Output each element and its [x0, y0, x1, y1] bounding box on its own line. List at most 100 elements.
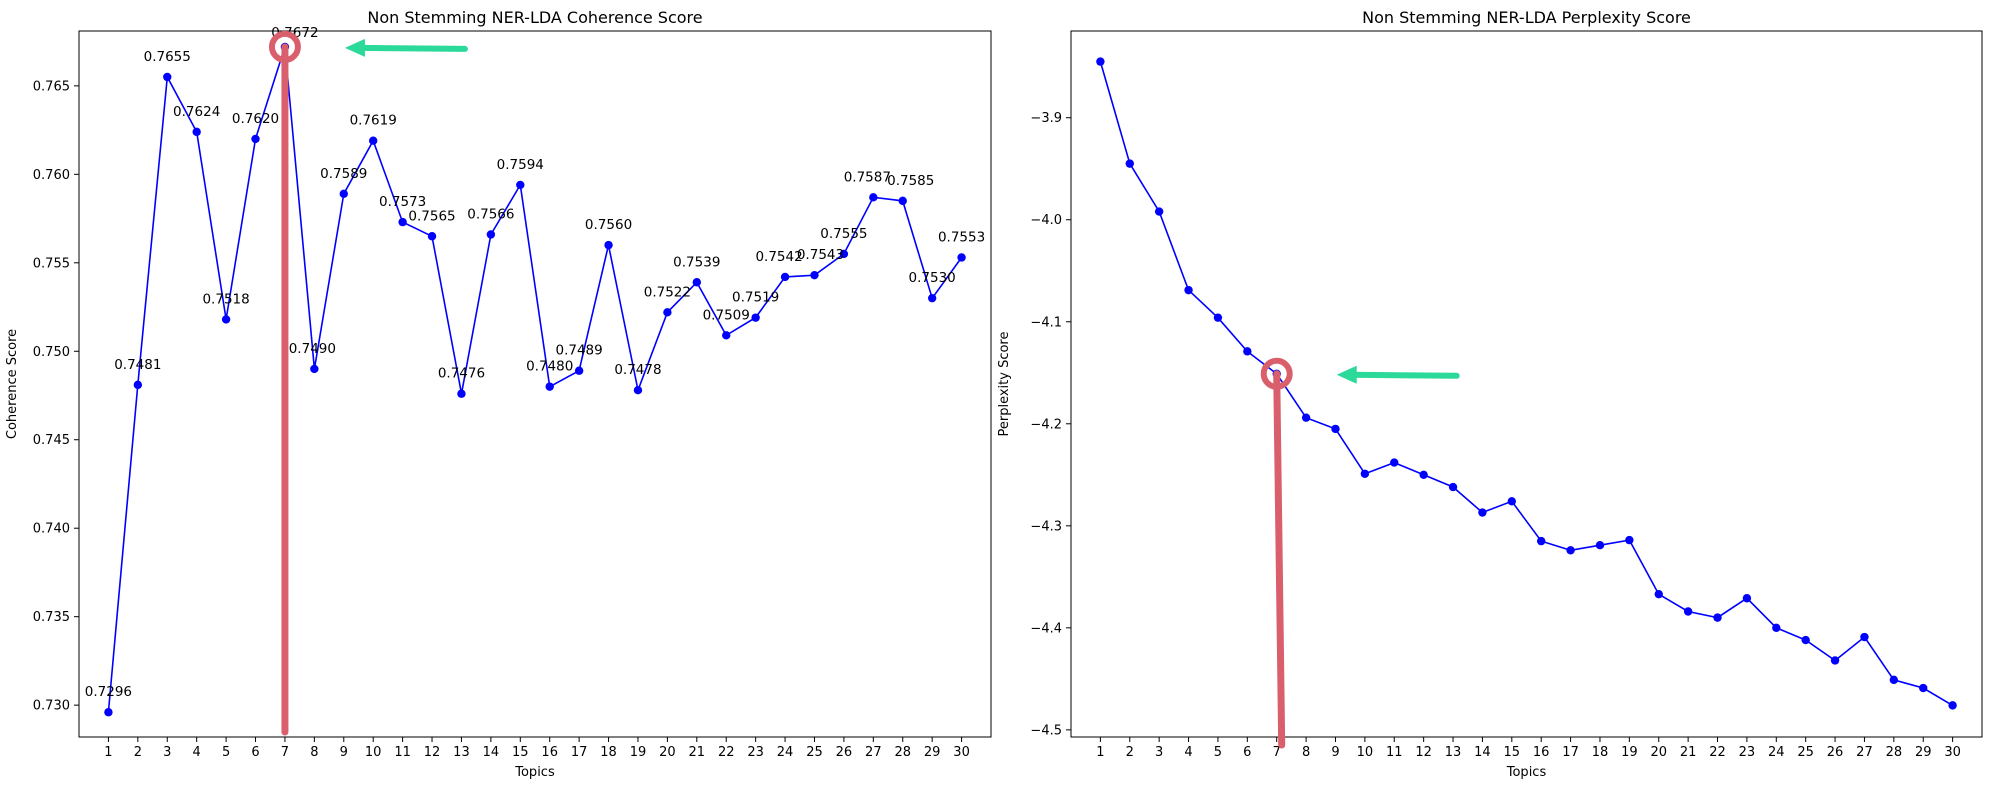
coherence-x-axis-label: Topics — [514, 765, 555, 780]
coherence-y-tick-label: 0.765 — [33, 79, 70, 94]
coherence-data-point — [427, 232, 437, 241]
coherence-data-point — [898, 196, 907, 206]
perplexity-x-tick-label: 3 — [1155, 745, 1163, 760]
perplexity-x-axis-label: Topics — [1506, 765, 1547, 780]
coherence-data-label: 0.7539 — [673, 254, 720, 270]
perplexity-y-tick-label: −4.2 — [1030, 417, 1062, 432]
perplexity-data-point — [1860, 632, 1869, 642]
perplexity-x-tick-label: 29 — [1915, 745, 1932, 760]
coherence-x-tick-label: 2 — [134, 745, 142, 760]
coherence-x-tick-label: 20 — [659, 745, 676, 760]
coherence-arrow-head — [344, 38, 365, 57]
coherence-chart: Non Stemming NER-LDA Coherence Score Top… — [5, 8, 992, 780]
perplexity-y-tick-label: −4.0 — [1030, 213, 1062, 228]
perplexity-data-point — [1448, 482, 1458, 492]
coherence-data-point — [486, 230, 496, 239]
perplexity-x-tick-label: 5 — [1214, 745, 1222, 760]
coherence-data-point — [545, 382, 554, 391]
coherence-x-tick-label: 12 — [424, 745, 441, 760]
coherence-data-point — [663, 308, 672, 317]
coherence-x-tick-label: 14 — [483, 745, 500, 760]
coherence-y-tick-label: 0.730 — [33, 699, 70, 714]
coherence-y-tick-label: 0.750 — [33, 345, 70, 360]
perplexity-arrow-shaft — [1347, 371, 1460, 379]
coherence-data-label: 0.7542 — [755, 249, 802, 265]
perplexity-x-tick-label: 25 — [1797, 745, 1814, 760]
coherence-data-label: 0.7619 — [350, 113, 397, 129]
coherence-data-label: 0.7522 — [644, 284, 691, 300]
perplexity-x-tick-label: 18 — [1592, 745, 1609, 760]
perplexity-x-tick-label: 30 — [1944, 745, 1961, 760]
coherence-data-point — [133, 380, 143, 390]
perplexity-data-point — [1331, 424, 1340, 434]
perplexity-x-tick-label: 2 — [1126, 745, 1134, 760]
coherence-data-point — [221, 315, 231, 324]
perplexity-x-tick-label: 15 — [1504, 745, 1521, 760]
perplexity-data-point — [1478, 508, 1487, 517]
perplexity-x-tick-label: 24 — [1768, 745, 1785, 760]
perplexity-x-tick-label: 16 — [1533, 745, 1550, 760]
coherence-plot-frame — [78, 30, 992, 738]
perplexity-y-tick-label: −4.1 — [1030, 315, 1062, 330]
perplexity-x-tick-label: 19 — [1621, 745, 1638, 760]
coherence-x-tick-label: 28 — [894, 745, 911, 760]
coherence-data-point — [780, 272, 790, 282]
perplexity-series-line — [1099, 61, 1954, 707]
perplexity-data-point — [1625, 535, 1634, 545]
coherence-x-tick-label: 17 — [571, 745, 588, 760]
perplexity-x-tick-label: 4 — [1184, 745, 1192, 760]
coherence-data-label: 0.7594 — [497, 157, 544, 173]
perplexity-data-point — [1595, 540, 1605, 550]
perplexity-data-point — [1742, 594, 1752, 603]
perplexity-highlight-line — [1273, 370, 1286, 749]
coherence-data-point — [927, 293, 937, 303]
coherence-data-label: 0.7509 — [703, 307, 750, 323]
coherence-data-point — [398, 217, 407, 227]
perplexity-data-point — [1125, 159, 1134, 168]
perplexity-x-tick-label: 11 — [1386, 745, 1403, 760]
perplexity-data-point — [1154, 207, 1164, 216]
coherence-data-label: 0.7481 — [114, 357, 161, 373]
coherence-data-point — [251, 134, 260, 144]
coherence-arrow-shaft — [355, 44, 468, 52]
coherence-x-tick-label: 19 — [630, 745, 647, 760]
perplexity-data-point — [1536, 536, 1546, 546]
coherence-data-label: 0.7543 — [797, 247, 844, 263]
coherence-data-point — [574, 366, 584, 375]
coherence-data-label: 0.7555 — [820, 226, 867, 242]
coherence-data-point — [692, 278, 702, 287]
perplexity-x-tick-label: 8 — [1302, 745, 1310, 760]
perplexity-x-tick-label: 26 — [1827, 745, 1844, 760]
perplexity-y-tick-label: −4.5 — [1030, 723, 1062, 738]
coherence-y-tick-label: 0.760 — [33, 168, 70, 183]
coherence-data-label: 0.7620 — [232, 111, 279, 127]
coherence-data-label: 0.7566 — [467, 206, 514, 222]
coherence-x-tick-label: 15 — [512, 745, 529, 760]
perplexity-data-point — [1360, 469, 1370, 478]
coherence-x-tick-label: 9 — [340, 745, 348, 760]
coherence-x-tick-label: 5 — [222, 745, 230, 760]
coherence-data-point — [368, 136, 378, 145]
perplexity-y-tick-label: −3.9 — [1030, 111, 1062, 126]
coherence-data-point — [310, 364, 319, 374]
coherence-data-point — [457, 389, 466, 398]
coherence-data-point — [604, 240, 613, 250]
coherence-data-point — [163, 72, 172, 82]
perplexity-data-point — [1801, 635, 1810, 645]
coherence-chart-title: Non Stemming NER-LDA Coherence Score — [367, 8, 702, 27]
perplexity-data-point — [1566, 546, 1575, 555]
coherence-data-label: 0.7489 — [556, 343, 603, 359]
coherence-y-tick-label: 0.735 — [33, 610, 70, 625]
perplexity-x-tick-label: 21 — [1680, 745, 1697, 760]
perplexity-x-tick-label: 22 — [1709, 745, 1726, 760]
perplexity-x-tick-label: 28 — [1886, 745, 1903, 760]
coherence-highlight-circle — [268, 30, 301, 63]
perplexity-data-point — [1507, 497, 1517, 506]
coherence-data-label: 0.7478 — [614, 362, 661, 378]
coherence-x-tick-label: 18 — [600, 745, 617, 760]
coherence-y-tick-label: 0.745 — [33, 433, 70, 448]
coherence-x-tick-label: 3 — [163, 745, 171, 760]
coherence-data-point — [722, 331, 731, 340]
perplexity-x-tick-label: 6 — [1243, 745, 1251, 760]
perplexity-data-point — [1390, 458, 1399, 467]
